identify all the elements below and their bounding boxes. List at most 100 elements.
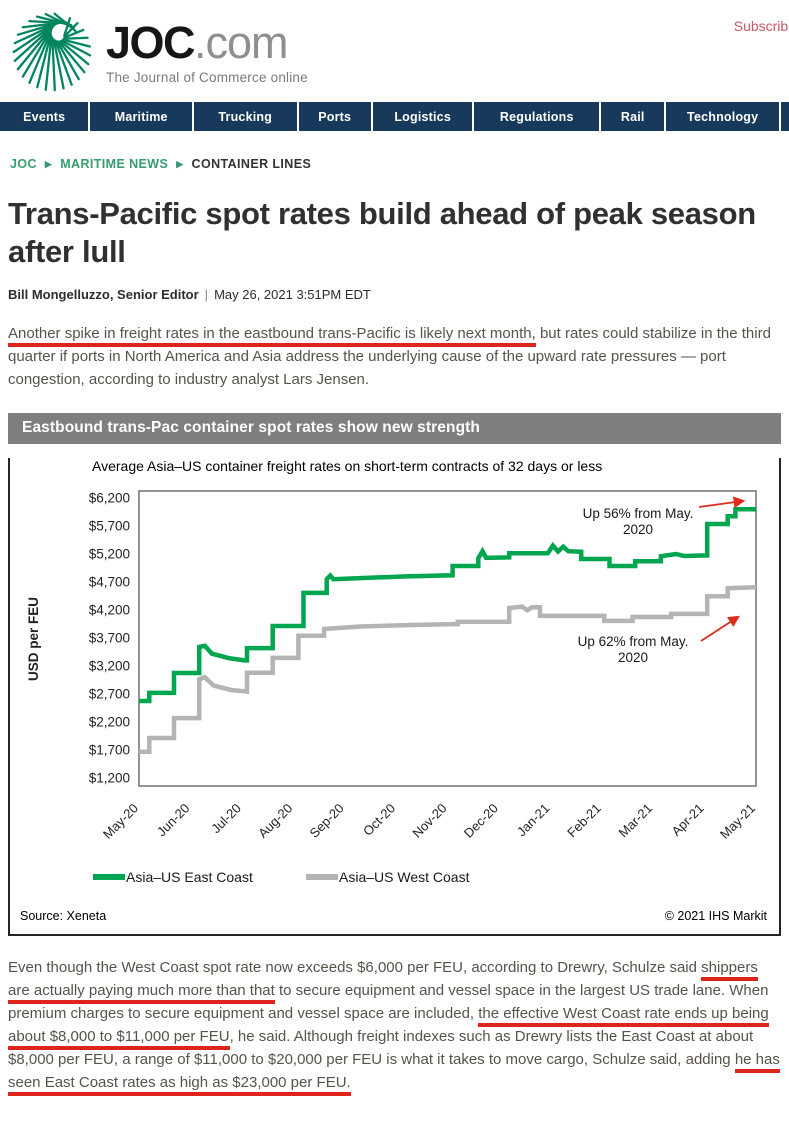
- chart-annotation-text: Up 56% from May.: [583, 506, 694, 521]
- x-tick-label: May-20: [100, 800, 141, 841]
- red-underline-annotation: he has seen East Coast rates as high as …: [8, 1050, 780, 1096]
- nav-item-logistics[interactable]: Logistics: [372, 102, 473, 131]
- spiral-blade: [53, 12, 77, 33]
- y-tick-label: $4,200: [89, 602, 130, 617]
- paragraph-text: but rates could stabilize in the third q…: [8, 324, 771, 388]
- nav-item-maritime[interactable]: Maritime: [90, 102, 192, 131]
- lead-paragraph: Another spike in freight rates in the ea…: [8, 322, 781, 391]
- paragraph-text: Even though the West Coast spot rate now…: [8, 958, 702, 976]
- page: JOC.com The Journal of Commerce online S…: [0, 0, 789, 1096]
- chart-source: Source: Xeneta: [20, 908, 107, 923]
- spiral-blade: [13, 23, 56, 63]
- spiral-blade: [63, 22, 79, 38]
- breadcrumb-maritime-news[interactable]: MARITIME NEWS: [60, 157, 169, 171]
- red-underline-annotation: shippers are actually paying much more t…: [8, 958, 758, 1004]
- brand-name: JOC.com: [106, 20, 308, 65]
- nav-item-events[interactable]: Events: [0, 102, 89, 131]
- east-coast-line: [139, 506, 756, 703]
- spiral-blade: [51, 36, 56, 92]
- spiral-blade: [63, 16, 72, 37]
- x-tick-label: Mar-21: [616, 800, 656, 840]
- site-header: JOC.com The Journal of Commerce online S…: [0, 0, 789, 96]
- brand-joc: JOC: [106, 17, 196, 68]
- spiral-blade: [59, 40, 90, 66]
- brand-dotcom: .com: [194, 17, 289, 68]
- y-tick-label: $3,700: [89, 630, 130, 645]
- spot-rates-line-chart: $6,200 $5,700 $5,200 $4,700 $4,200 $3,700 $3,2…: [26, 489, 758, 885]
- spiral-blade: [62, 38, 92, 48]
- logo-text: JOC.com The Journal of Commerce online: [106, 6, 308, 85]
- spiral-blade: [44, 34, 53, 91]
- subscribe-link[interactable]: Subscribe: [733, 18, 789, 34]
- breadcrumb-separator-icon: ▶: [176, 158, 184, 169]
- body-paragraph: Even though the West Coast spot rate now…: [8, 956, 781, 1096]
- spiral-blade: [36, 32, 52, 89]
- chart-header-title: Eastbound trans-Pac container spot rates…: [8, 412, 781, 444]
- breadcrumb: JOC ▶ MARITIME NEWS ▶ CONTAINER LINES: [10, 157, 789, 171]
- y-tick-label: $2,700: [89, 686, 130, 701]
- plot-border: [138, 489, 757, 787]
- x-tick-label: Jan-21: [514, 800, 553, 839]
- chart-annotation-text: 2020: [618, 650, 648, 665]
- byline: Bill Mongelluzzo, Senior Editor | May 26, …: [8, 287, 781, 302]
- y-tick-label: $4,700: [89, 574, 130, 589]
- nav-item-filler: [780, 102, 789, 131]
- spiral-blade: [62, 36, 89, 40]
- nav-item-ports[interactable]: Ports: [298, 102, 371, 131]
- spiral-blade: [28, 30, 52, 84]
- chart-copyright: © 2021 IHS Markit: [664, 908, 767, 923]
- y-axis-title: USD per FEU: [26, 597, 41, 681]
- chart-footer: Source: Xeneta © 2021 IHS Markit: [10, 909, 779, 934]
- nav-item-trucking[interactable]: Trucking: [193, 102, 297, 131]
- chart-annotation-text: 2020: [623, 522, 653, 537]
- y-tick-label: $5,700: [89, 518, 130, 533]
- spiral-blade: [21, 28, 53, 78]
- annotation-arrow-icon: [700, 615, 740, 642]
- x-tick-label: Sep-20: [307, 800, 347, 840]
- y-tick-label: $1,700: [89, 742, 130, 757]
- x-tick-label: Nov-20: [409, 800, 449, 840]
- spiral-blade: [52, 38, 65, 90]
- legend-label: Asia–US West Coast: [339, 869, 470, 885]
- chart-card: Eastbound trans-Pac container spot rates…: [8, 412, 781, 936]
- x-tick-label: Jun-20: [154, 800, 193, 839]
- spiral-blade: [54, 39, 73, 86]
- red-underline-annotation: Another spike in freight rates in the ea…: [8, 324, 536, 347]
- breadcrumb-container-lines[interactable]: CONTAINER LINES: [191, 157, 312, 171]
- paragraph-text: , he said. Although freight indexes such…: [8, 1027, 754, 1068]
- paragraph-text: to secure equipment and vessel space in …: [8, 981, 769, 1022]
- joc-logo-spiral-icon: [12, 12, 92, 92]
- y-tick-label: $6,200: [89, 490, 130, 505]
- breadcrumb-separator-icon: ▶: [44, 158, 53, 169]
- red-underline-annotation: the effective West Coast rate ends up be…: [8, 1004, 769, 1050]
- main-nav: Events Maritime Trucking Ports Logistics Regu…: [0, 102, 789, 131]
- x-tick-label: Oct-20: [360, 800, 398, 838]
- nav-item-technology[interactable]: Technology: [666, 102, 779, 131]
- y-tick-label: $1,200: [89, 770, 130, 785]
- chart-annotation-text: Up 62% from May.: [578, 634, 689, 649]
- chart-subtitle: Average Asia–US container freight rates …: [92, 457, 603, 474]
- y-tick-label: $5,200: [89, 546, 130, 561]
- x-tick-label: Apr-21: [668, 800, 706, 838]
- byline-date: May 26, 2021 3:51PM EDT: [214, 286, 371, 302]
- spiral-blade: [56, 40, 80, 81]
- byline-author[interactable]: Bill Mongelluzzo, Senior Editor: [8, 286, 199, 302]
- x-tick-label: Aug-20: [255, 800, 295, 840]
- legend-label: Asia–US East Coast: [126, 869, 253, 885]
- nav-item-rail[interactable]: Rail: [601, 102, 665, 131]
- spiral-blade: [63, 28, 85, 39]
- x-tick-label: Feb-21: [564, 800, 604, 840]
- nav-item-regulations[interactable]: Regulations: [474, 102, 600, 131]
- page-title: Trans-Pacific spot rates build ahead of …: [8, 196, 756, 269]
- annotation-arrow-icon: [698, 496, 746, 508]
- west-coast-line: [139, 584, 757, 754]
- x-tick-label: Jul-20: [208, 800, 244, 836]
- x-tick-label: May-21: [717, 800, 758, 841]
- y-tick-label: $2,200: [89, 714, 130, 729]
- spiral-blade: [16, 25, 54, 71]
- spiral-blade: [57, 40, 86, 74]
- y-tick-label: $3,200: [89, 658, 130, 673]
- spiral-blade: [60, 39, 92, 57]
- logo[interactable]: JOC.com The Journal of Commerce online: [8, 6, 789, 94]
- breadcrumb-joc[interactable]: JOC: [10, 157, 37, 171]
